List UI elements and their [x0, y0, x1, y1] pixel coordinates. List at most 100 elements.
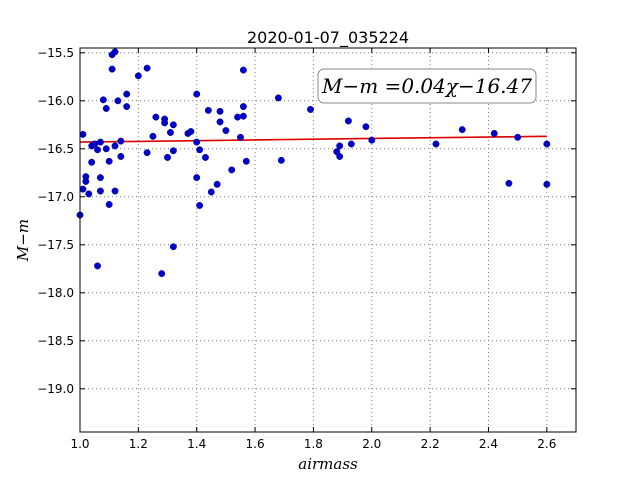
- data-point: [94, 262, 101, 270]
- data-point: [102, 105, 110, 112]
- y-tick-label: −17.0: [37, 190, 74, 204]
- data-point: [277, 156, 285, 164]
- data-point: [169, 243, 177, 251]
- data-point: [274, 94, 282, 102]
- x-tick-label: 2.0: [362, 437, 381, 451]
- data-point: [79, 130, 87, 138]
- y-axis-label: M−m: [14, 219, 32, 262]
- data-point: [514, 133, 522, 141]
- data-point: [362, 123, 370, 131]
- data-point: [307, 105, 314, 113]
- data-point: [164, 153, 171, 161]
- data-point: [114, 97, 122, 105]
- data-point: [111, 187, 119, 195]
- data-point: [96, 138, 104, 146]
- data-point: [239, 112, 247, 120]
- data-point: [222, 127, 230, 135]
- fit-equation-frame: [317, 68, 537, 104]
- data-point: [169, 121, 177, 129]
- data-point: [123, 90, 131, 98]
- data-point: [543, 140, 551, 148]
- data-point: [228, 166, 236, 174]
- data-point: [123, 103, 131, 111]
- x-axis-label: airmass: [298, 455, 358, 473]
- y-tick-label: −19.0: [37, 382, 74, 396]
- chart-title: 2020-01-07_035224: [247, 28, 409, 48]
- data-point: [134, 72, 142, 80]
- data-point: [117, 137, 125, 145]
- data-point: [169, 147, 177, 155]
- data-point: [102, 145, 110, 153]
- data-point: [96, 174, 104, 182]
- data-point: [207, 188, 215, 196]
- data-point: [193, 174, 201, 182]
- y-tick-label: −18.0: [37, 286, 74, 300]
- x-tick-label: 2.2: [421, 437, 440, 451]
- data-point: [242, 157, 250, 165]
- data-point: [196, 146, 204, 154]
- fit-equation-box: M−m =0.04χ−16.47: [317, 68, 537, 104]
- data-point: [117, 153, 125, 160]
- data-point: [490, 129, 498, 137]
- data-point: [88, 158, 96, 166]
- data-point: [99, 96, 107, 104]
- data-point: [108, 65, 116, 73]
- data-point: [336, 153, 344, 160]
- data-point: [234, 113, 242, 121]
- data-point: [166, 129, 174, 136]
- data-point: [187, 128, 195, 135]
- data-point: [239, 66, 247, 74]
- data-point: [204, 106, 212, 114]
- fit-line: [79, 135, 547, 143]
- data-point: [458, 126, 466, 134]
- x-tick-label: 2.4: [479, 437, 498, 451]
- data-point: [105, 157, 113, 165]
- data-point: [91, 140, 99, 148]
- data-point: [543, 180, 551, 188]
- data-point: [368, 136, 376, 144]
- x-tick-label: 1.8: [304, 437, 323, 451]
- data-point: [347, 140, 355, 148]
- data-point: [94, 146, 101, 154]
- data-point: [79, 185, 87, 193]
- data-point: [96, 187, 104, 195]
- x-tick-label: 2.6: [537, 437, 556, 451]
- data-point: [216, 118, 224, 126]
- data-point: [196, 201, 204, 209]
- data-point: [505, 179, 513, 187]
- x-tick-label: 1.2: [129, 437, 148, 451]
- data-point: [143, 149, 151, 157]
- data-point: [152, 113, 160, 121]
- y-tick-label: −16.5: [37, 142, 74, 156]
- x-tick-label: 1.0: [70, 437, 89, 451]
- x-tick-label: 1.4: [187, 437, 206, 451]
- fit-line-layer: [79, 135, 547, 143]
- axis-ticks: 1.0 1.2 1.4 1.6 1.8 2.0 2.2 2.4 2.6 −15.5 −16.0 −16…: [37, 46, 576, 451]
- data-point: [213, 180, 221, 188]
- data-point: [193, 138, 201, 146]
- y-tick-label: −17.5: [37, 238, 74, 252]
- data-point: [111, 48, 119, 56]
- data-point: [239, 103, 247, 111]
- data-point: [111, 142, 119, 150]
- y-tick-label: −18.5: [37, 334, 74, 348]
- data-point: [85, 190, 93, 198]
- data-point: [216, 107, 224, 115]
- data-points: [76, 48, 551, 278]
- data-point: [237, 133, 244, 141]
- data-point: [336, 142, 344, 150]
- data-point: [432, 140, 440, 148]
- plot-frame: [79, 47, 577, 433]
- data-point: [344, 117, 352, 125]
- data-point: [202, 153, 209, 161]
- data-point: [82, 173, 90, 181]
- y-tick-label: −16.0: [37, 94, 74, 108]
- data-point: [193, 90, 201, 98]
- data-point: [149, 132, 157, 140]
- data-point: [158, 270, 166, 278]
- fit-equation: M−m =0.04χ−16.47: [321, 74, 532, 98]
- x-tick-label: 1.6: [246, 437, 265, 451]
- data-point: [143, 64, 151, 72]
- y-tick-label: −15.5: [37, 46, 74, 60]
